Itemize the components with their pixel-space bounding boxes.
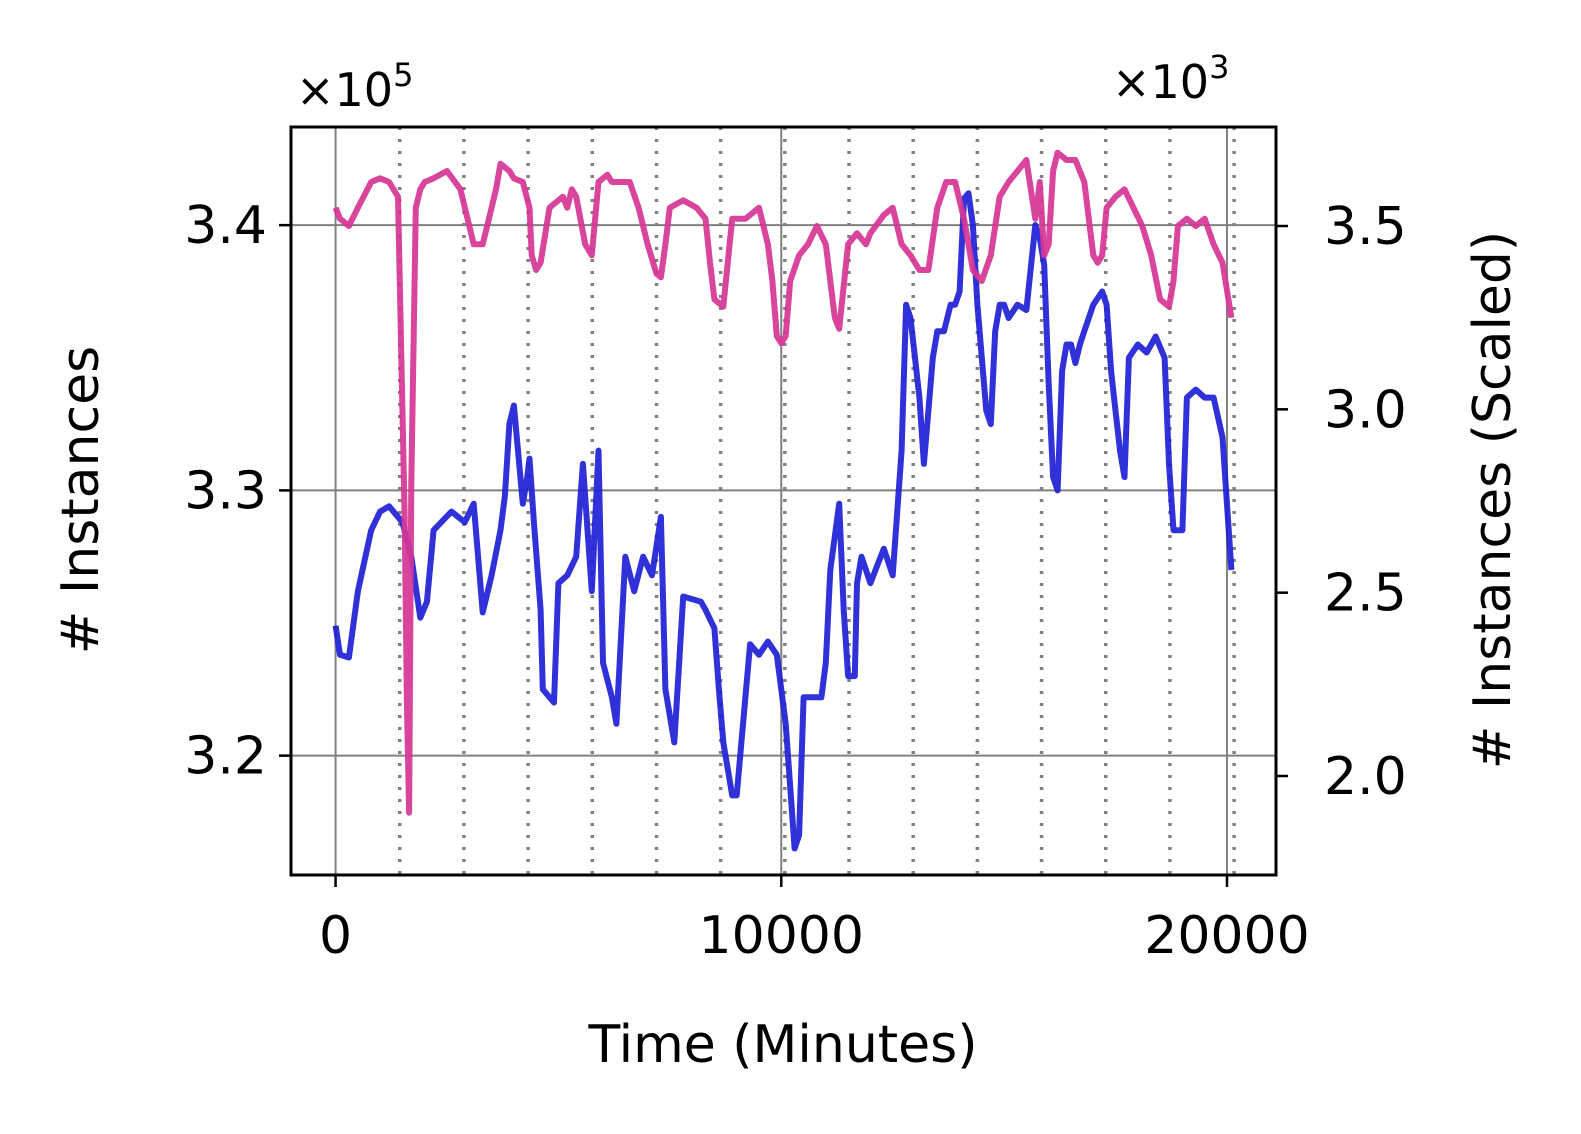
left-y-multiplier: ×105 bbox=[296, 56, 413, 117]
right-y-axis-label: # Instances (Scaled) bbox=[1463, 231, 1523, 769]
y-tick-label: 3.4 bbox=[184, 196, 267, 256]
y-tick-label: 3.2 bbox=[184, 727, 267, 787]
left-y-axis-ticks: 3.2 3.3 3.4 bbox=[184, 196, 291, 787]
y2-tick-label: 3.0 bbox=[1324, 380, 1407, 440]
series-lines bbox=[332, 149, 1235, 852]
x-tick-label: 10000 bbox=[699, 906, 864, 966]
y2-tick-label: 2.5 bbox=[1324, 564, 1407, 624]
x-axis-ticks: 0 10000 20000 bbox=[319, 875, 1310, 966]
left-y-multiplier-base: ×10 bbox=[296, 63, 393, 117]
left-axis-series-line bbox=[332, 190, 1235, 852]
right-y-multiplier-base: ×10 bbox=[1112, 55, 1209, 109]
y2-tick-label: 3.5 bbox=[1324, 197, 1407, 257]
right-axis-series-line bbox=[332, 149, 1235, 816]
left-y-multiplier-exponent: 5 bbox=[393, 56, 413, 94]
left-y-axis-label: # Instances bbox=[51, 346, 111, 654]
right-y-axis-ticks: 2.0 2.5 3.0 3.5 bbox=[1276, 197, 1407, 807]
x-axis-label: Time (Minutes) bbox=[587, 1015, 977, 1075]
right-y-multiplier-exponent: 3 bbox=[1209, 48, 1229, 86]
right-y-multiplier: ×103 bbox=[1112, 48, 1229, 109]
x-tick-label: 0 bbox=[319, 906, 352, 966]
y2-tick-label: 2.0 bbox=[1324, 747, 1407, 807]
plot-frame bbox=[289, 125, 1278, 877]
y-tick-label: 3.3 bbox=[184, 461, 267, 521]
x-tick-label: 20000 bbox=[1144, 906, 1309, 966]
